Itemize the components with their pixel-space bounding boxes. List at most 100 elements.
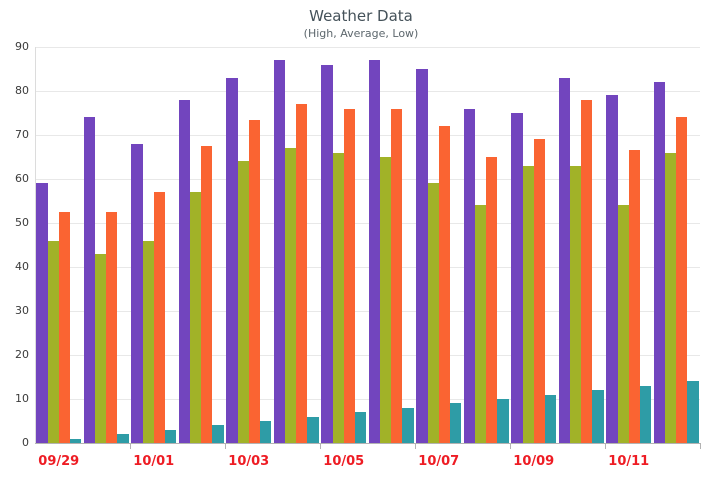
x-axis-label: 10/07	[418, 454, 460, 469]
bar-group	[415, 44, 463, 443]
bar-series-3-orange[interactable]	[533, 139, 545, 443]
bar-series-2-green[interactable]	[142, 240, 154, 443]
bar-group	[368, 44, 416, 443]
bar-series-1-purple[interactable]	[606, 95, 618, 443]
y-axis-label: 60	[15, 172, 29, 185]
bar-series-2-green[interactable]	[332, 152, 344, 443]
bar-series-2-green[interactable]	[285, 148, 297, 443]
x-axis-tick	[700, 443, 701, 449]
bar-group	[35, 44, 83, 443]
bar-series-1-purple[interactable]	[558, 77, 571, 443]
y-axis-label: 90	[15, 40, 29, 53]
bar-series-1-purple[interactable]	[131, 143, 143, 443]
bar-series-4-teal[interactable]	[307, 416, 319, 443]
gridline-y-30	[35, 311, 700, 312]
bar-group	[653, 44, 701, 443]
bar-series-4-teal[interactable]	[212, 425, 224, 443]
bar-series-2-green[interactable]	[665, 152, 677, 443]
bar-series-3-orange[interactable]	[106, 212, 118, 443]
bar-series-3-orange[interactable]	[343, 108, 355, 443]
bar-series-1-purple[interactable]	[653, 82, 666, 443]
bar-series-1-purple[interactable]	[511, 113, 523, 443]
bar-series-3-orange[interactable]	[628, 150, 640, 443]
bar-group	[558, 44, 606, 443]
x-axis-line	[35, 443, 701, 444]
bar-series-1-purple[interactable]	[178, 99, 191, 443]
bar-series-2-green[interactable]	[475, 205, 487, 443]
bar-series-1-purple[interactable]	[463, 108, 476, 443]
x-axis-label: 09/29	[38, 454, 80, 469]
y-axis-label: 40	[15, 260, 29, 273]
bar-series-2-green[interactable]	[237, 161, 249, 443]
bar-series-1-purple[interactable]	[416, 69, 428, 443]
x-axis-tick	[130, 443, 131, 449]
x-axis-tick	[605, 443, 606, 449]
bar-series-4-teal[interactable]	[69, 438, 82, 443]
x-axis-label: 10/09	[513, 454, 555, 469]
bar-series-1-purple[interactable]	[273, 60, 286, 443]
y-axis-label: 50	[15, 216, 29, 229]
x-axis-label: 10/03	[228, 454, 270, 469]
bar-series-2-green[interactable]	[570, 165, 582, 443]
gridline-y-60	[35, 179, 700, 180]
bar-series-3-orange[interactable]	[438, 126, 450, 443]
bar-series-3-orange[interactable]	[581, 99, 593, 443]
bar-series-3-orange[interactable]	[676, 117, 688, 443]
bar-series-4-teal[interactable]	[259, 421, 272, 443]
bar-series-2-green[interactable]	[617, 205, 629, 443]
x-axis-label: 10/05	[323, 454, 365, 469]
bar-series-1-purple[interactable]	[83, 117, 96, 443]
y-axis-line	[35, 47, 36, 443]
gridline-y-70	[35, 135, 700, 136]
bar-series-3-orange[interactable]	[58, 212, 70, 443]
bar-series-2-green[interactable]	[427, 183, 439, 443]
bar-series-1-purple[interactable]	[226, 77, 238, 443]
bar-group	[130, 44, 178, 443]
bar-series-2-green[interactable]	[95, 253, 107, 443]
bar-series-4-teal[interactable]	[687, 381, 699, 443]
y-axis-label: 20	[15, 348, 29, 361]
x-axis-tick	[225, 443, 226, 449]
bar-series-2-green[interactable]	[47, 240, 59, 443]
bar-series-1-purple[interactable]	[36, 183, 48, 443]
bar-series-3-orange[interactable]	[153, 192, 165, 443]
bar-series-3-orange[interactable]	[486, 157, 498, 443]
bar-series-4-teal[interactable]	[544, 394, 557, 443]
bar-group	[178, 44, 226, 443]
chart-subtitle: (High, Average, Low)	[303, 27, 419, 40]
bar-group	[83, 44, 131, 443]
bar-series-4-teal[interactable]	[117, 434, 129, 443]
y-axis-label: 0	[22, 436, 29, 449]
bar-series-4-teal[interactable]	[592, 390, 604, 443]
bar-series-4-teal[interactable]	[402, 407, 414, 443]
bar-series-4-teal[interactable]	[497, 399, 509, 443]
bar-group	[320, 44, 368, 443]
gridline-y-40	[35, 267, 700, 268]
bar-series-3-orange[interactable]	[201, 146, 213, 443]
bar-series-3-orange[interactable]	[296, 104, 308, 443]
bar-series-4-teal[interactable]	[449, 403, 462, 443]
x-axis-label: 10/11	[608, 454, 650, 469]
bar-group	[273, 44, 321, 443]
bar-series-2-green[interactable]	[380, 157, 392, 443]
bar-series-3-orange[interactable]	[391, 108, 403, 443]
bar-series-2-green[interactable]	[190, 192, 202, 443]
bar-series-1-purple[interactable]	[321, 64, 333, 443]
x-axis-tick	[510, 443, 511, 449]
bar-group	[463, 44, 511, 443]
bar-series-2-green[interactable]	[522, 165, 534, 443]
bar-series-4-teal[interactable]	[164, 429, 177, 443]
y-axis-label: 80	[15, 84, 29, 97]
bar-series-1-purple[interactable]	[368, 60, 381, 443]
x-axis-label: 10/01	[133, 454, 175, 469]
bar-series-4-teal[interactable]	[354, 412, 367, 443]
x-axis-tick	[415, 443, 416, 449]
bar-series-4-teal[interactable]	[639, 385, 652, 443]
bar-series-3-orange[interactable]	[248, 119, 260, 443]
gridline-y-90	[35, 47, 700, 48]
gridline-y-10	[35, 399, 700, 400]
bar-group	[510, 44, 558, 443]
bar-group	[225, 44, 273, 443]
